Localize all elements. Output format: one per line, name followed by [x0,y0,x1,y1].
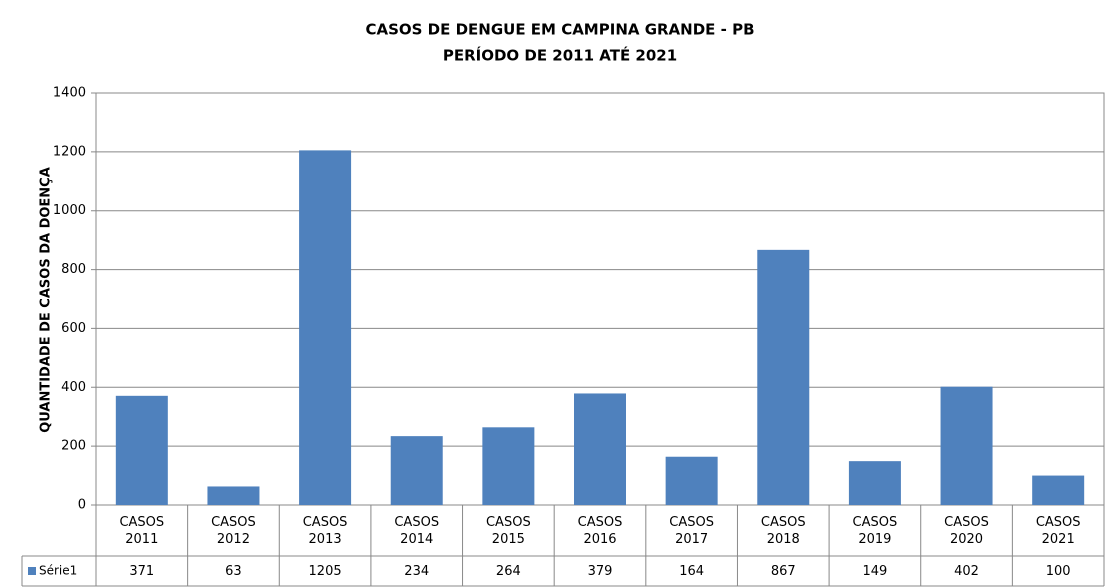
table-value: 264 [495,563,521,579]
bar [1032,475,1085,505]
bar [207,486,260,505]
x-tick-label: CASOS 2020 [944,514,989,547]
x-tick-label: CASOS 2018 [760,514,806,547]
y-tick-label: 1200 [53,144,86,159]
table-value: 234 [404,563,430,579]
x-tick-label: CASOS 2012 [211,514,256,547]
x-tick-label: CASOS 2021 [1035,514,1081,547]
bar [299,150,352,505]
y-tick-label: 1400 [53,86,86,101]
chart-title: CASOS DE DENGUE EM CAMPINA GRANDE - PB [365,21,754,39]
bar [390,436,443,505]
x-tick-label: CASOS 2014 [394,514,440,547]
y-tick-label: 600 [61,321,86,336]
bar [848,461,901,505]
x-tick-label: CASOS 2016 [577,514,623,547]
table-value: 379 [587,563,613,579]
x-tick-label: CASOS 2011 [119,514,165,547]
bar [482,427,535,505]
y-tick-label: 400 [61,380,86,395]
bar [115,395,168,505]
table-value: 371 [129,563,155,579]
table-value: 100 [1045,563,1071,579]
bar [574,393,626,505]
table-value: 149 [862,563,888,579]
table-value: 867 [770,563,796,579]
x-tick-label: CASOS 2017 [669,514,714,547]
x-tick-label: CASOS 2019 [852,514,898,547]
table-value: 63 [225,563,242,579]
bar [940,386,993,505]
chart-subtitle: PERÍODO DE 2011 ATÉ 2021 [443,46,677,65]
table-value: 402 [954,563,979,579]
bar [757,249,810,505]
legend-label: Série1 [39,564,77,578]
legend-swatch [28,567,36,575]
y-axis-label: QUANTIDADE DE CASOS DA DOENÇA [39,167,54,433]
bar [665,456,718,505]
y-tick-label: 800 [61,262,86,277]
y-tick-label: 0 [78,498,86,513]
x-tick-label: CASOS 2015 [485,514,531,547]
table-value: 164 [679,563,705,579]
y-tick-label: 1000 [53,203,86,218]
y-tick-label: 200 [61,439,86,454]
table-value: 1205 [308,563,342,579]
x-tick-label: CASOS 2013 [302,514,348,547]
